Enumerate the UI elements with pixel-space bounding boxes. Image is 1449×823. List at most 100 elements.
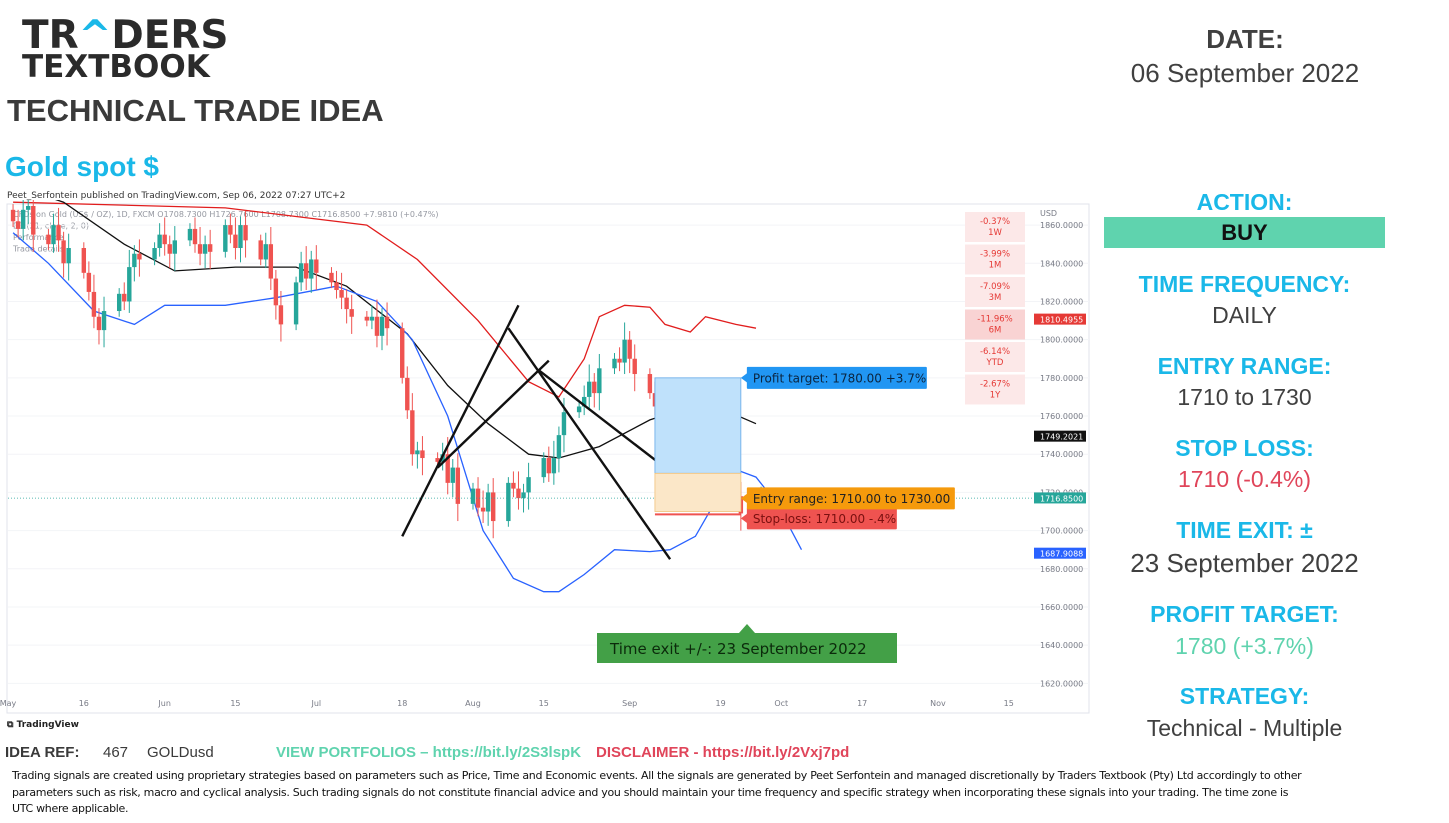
- time-exit-label-box: [597, 633, 897, 663]
- strategy-value: Technical - Multiple: [1146, 715, 1343, 741]
- legend-line: CFDs on Gold (US$ / OZ), 1D, FXCM O1708.…: [13, 210, 438, 219]
- candle-body: [51, 225, 56, 245]
- x-tick-label: 16: [79, 699, 89, 708]
- candle-body: [46, 234, 51, 245]
- stop-loss-label-text: Stop-loss: 1710.00 -.4%: [753, 512, 896, 526]
- time-frequency-value: DAILY: [1212, 302, 1277, 328]
- candle-body: [349, 309, 354, 317]
- stop-loss-label: STOP LOSS:: [1175, 435, 1314, 461]
- entry-range-label-text: Entry range: 1710.00 to 1730.00: [753, 492, 950, 506]
- time-exit-label-pointer: [739, 624, 755, 633]
- performance-pct: -6.14%: [980, 347, 1010, 357]
- price-tag: [1034, 313, 1086, 325]
- performance-period: 1M: [989, 261, 1002, 271]
- disclaimer-text: Trading signals are created using propri…: [12, 769, 1302, 815]
- candle-body: [293, 282, 299, 325]
- candle-body: [278, 305, 284, 325]
- candle-body: [314, 259, 319, 273]
- x-tick-label: 15: [539, 699, 549, 708]
- y-tick-label: 1780.0000: [1040, 374, 1083, 383]
- chart-grid: [8, 224, 1089, 684]
- candle-body: [197, 244, 203, 254]
- tradingview-logo: ⧉ TradingView: [7, 720, 79, 730]
- time-axis: May 16 Jun 15 Jul 18 Aug 15 Sep 19 Oct 17 Nov 15: [0, 699, 1014, 708]
- candle-body: [202, 244, 208, 254]
- performance-cell: [965, 212, 1025, 242]
- candle-body: [506, 482, 511, 522]
- candle-body: [344, 297, 349, 310]
- chart-legend: CFDs on Gold (US$ / OZ), 1D, FXCM O1708.…: [12, 210, 438, 254]
- candle-body: [31, 206, 36, 235]
- candle-body: [56, 225, 61, 241]
- candle-body: [86, 272, 92, 292]
- idea-ref-number: 467: [103, 744, 129, 761]
- candle-body: [116, 293, 122, 312]
- candle-body: [491, 492, 496, 522]
- logo-text: DERS: [111, 13, 229, 58]
- candle-body: [622, 339, 627, 363]
- candle-body: [334, 282, 339, 291]
- candle-body: [263, 244, 268, 260]
- performance-period: 1W: [988, 228, 1002, 238]
- candle-body: [475, 488, 481, 508]
- candle-body: [187, 228, 193, 241]
- y-tick-label: 1620.0000: [1040, 679, 1083, 688]
- profit-target-label-text: Profit target: 1780.00 +3.7%: [753, 371, 926, 385]
- currency-label: USD: [1040, 209, 1057, 218]
- price-tag: [1034, 430, 1086, 442]
- published-note: Peet_Serfontein published on TradingView…: [7, 191, 346, 201]
- trendline: [401, 304, 520, 537]
- x-tick-label: 17: [857, 699, 867, 708]
- performance-period: 3M: [989, 293, 1002, 303]
- candle-body: [162, 234, 167, 245]
- candle-body: [132, 253, 137, 268]
- candle-body: [627, 339, 632, 359]
- candle-body: [339, 290, 344, 298]
- candle-body: [384, 316, 390, 329]
- x-tick-label: Nov: [930, 699, 946, 708]
- trendline: [507, 327, 672, 560]
- candle-body: [541, 458, 546, 478]
- x-tick-label: Sep: [622, 699, 637, 708]
- y-tick-label: 1840.0000: [1040, 259, 1083, 268]
- performance-period: 1Y: [990, 391, 1001, 401]
- candle-body: [228, 225, 233, 235]
- x-tick-label: 15: [230, 699, 240, 708]
- x-tick-label: 19: [716, 699, 726, 708]
- candle-body: [592, 381, 597, 394]
- legend-line: BB (21, close, 2, 0): [13, 222, 89, 231]
- candle-body: [157, 234, 162, 249]
- candle-body: [511, 482, 516, 489]
- disclaimer-link[interactable]: DISCLAIMER - https://bit.ly/2Vxj7pd: [596, 744, 850, 761]
- candle-body: [66, 248, 71, 264]
- price-tag-text: 1810.4955: [1040, 316, 1083, 325]
- stop-loss-label-box: [746, 507, 897, 530]
- candle-body: [243, 225, 248, 241]
- instrument-name: Gold spot $: [5, 151, 159, 182]
- candle-body: [268, 244, 274, 279]
- candle-body: [551, 458, 557, 474]
- price-tag: [1034, 492, 1086, 504]
- candle-body: [420, 450, 425, 459]
- candle-body: [152, 248, 157, 260]
- y-tick-label: 1800.0000: [1040, 336, 1083, 345]
- price-tag-text: 1687.9088: [1040, 550, 1083, 559]
- performance-cell: [965, 244, 1025, 275]
- candle-body: [233, 234, 238, 249]
- date-label: DATE:: [1206, 24, 1284, 54]
- candle-body: [516, 488, 521, 499]
- performance-period: 6M: [989, 326, 1002, 336]
- profit-target-label: PROFIT TARGET:: [1150, 601, 1339, 627]
- strategy-label: STRATEGY:: [1179, 683, 1310, 709]
- candle-body: [172, 240, 177, 254]
- candle-body: [405, 377, 410, 411]
- portfolios-link[interactable]: VIEW PORTFOLIOS – https://bit.ly/2S3lspK: [276, 744, 582, 761]
- y-tick-label: 1860.0000: [1040, 221, 1083, 230]
- price-tag-text: 1716.8500: [1040, 494, 1083, 503]
- price-axis: USD 1620.0000 1640.0000 1660.0000 1680.0000 1…: [1034, 209, 1086, 688]
- time-exit-label: TIME EXIT: ±: [1176, 517, 1313, 543]
- y-tick-label: 1820.0000: [1040, 297, 1083, 306]
- logo-line-1: TR^DERS: [22, 16, 228, 55]
- profit-zone: [654, 377, 742, 474]
- entry-zone: [654, 472, 742, 512]
